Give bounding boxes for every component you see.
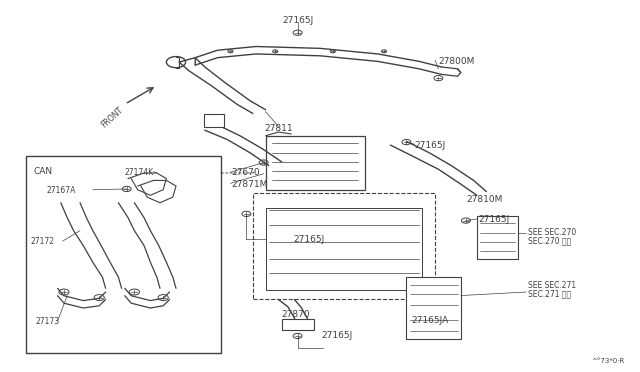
Text: 27810M: 27810M (466, 195, 502, 203)
Bar (266, 208, 422, 290)
Text: SEC.270 参照: SEC.270 参照 (528, 237, 572, 246)
Text: 27870: 27870 (282, 310, 310, 319)
Text: SEC.271 参照: SEC.271 参照 (528, 290, 571, 299)
Text: 27167A: 27167A (46, 186, 76, 195)
Text: 27165J: 27165J (415, 141, 446, 150)
Text: 27165J: 27165J (282, 16, 313, 25)
Bar (406, 277, 461, 339)
Text: 27165J: 27165J (293, 235, 324, 244)
Bar (477, 216, 518, 259)
Text: 27165JA: 27165JA (412, 316, 449, 325)
Bar (204, 114, 224, 127)
Bar (282, 319, 314, 330)
Text: SEE SEC.271: SEE SEC.271 (528, 281, 576, 290)
Text: 27165J: 27165J (321, 331, 353, 340)
Text: 27811: 27811 (264, 124, 292, 133)
Text: 27670: 27670 (232, 169, 260, 177)
Text: SEE SEC.270: SEE SEC.270 (528, 228, 576, 237)
Text: FRONT: FRONT (99, 105, 125, 129)
Bar (253, 193, 435, 299)
Bar (266, 136, 365, 190)
Text: 27173: 27173 (35, 317, 60, 326)
Text: 27165J: 27165J (479, 215, 510, 224)
Text: 27174K: 27174K (125, 169, 154, 177)
Text: ^°73*0·R: ^°73*0·R (591, 358, 624, 364)
Text: 27871M: 27871M (232, 180, 268, 189)
Text: 27800M: 27800M (438, 57, 475, 66)
Text: 27172: 27172 (31, 237, 55, 246)
Text: CAN: CAN (33, 167, 52, 176)
Bar (26, 156, 221, 353)
